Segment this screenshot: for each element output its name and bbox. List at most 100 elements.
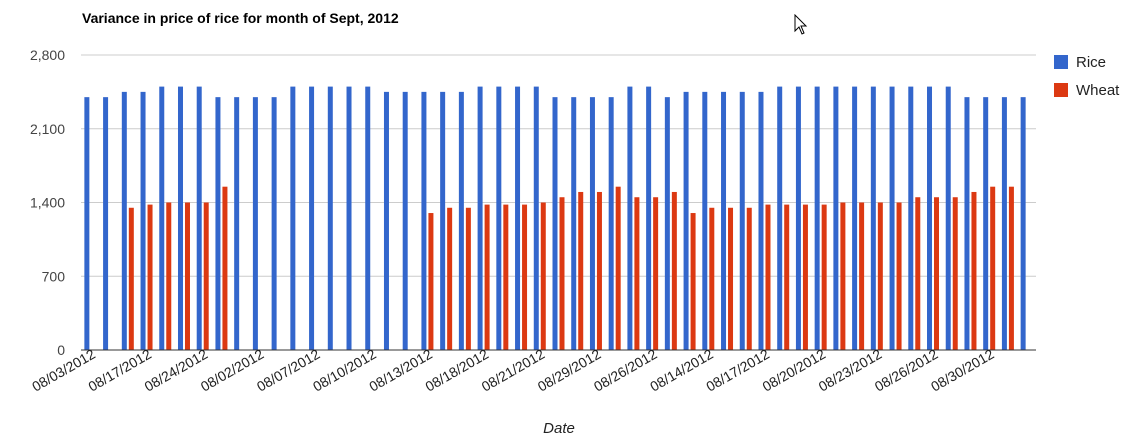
bar-wheat[interactable] (503, 204, 509, 350)
bar-rice[interactable] (421, 91, 427, 350)
bar-wheat[interactable] (915, 197, 921, 350)
bar-wheat[interactable] (203, 202, 209, 351)
bar-rice[interactable] (852, 86, 858, 350)
bar-wheat[interactable] (821, 204, 827, 350)
bar-rice[interactable] (84, 97, 90, 351)
bar-rice[interactable] (402, 91, 408, 350)
bar-wheat[interactable] (222, 186, 228, 350)
bar-wheat[interactable] (709, 207, 715, 350)
bar-rice[interactable] (927, 86, 933, 350)
bar-rice[interactable] (346, 86, 352, 350)
bar-wheat[interactable] (166, 202, 172, 351)
bar-rice[interactable] (964, 97, 970, 351)
bar-rice[interactable] (571, 97, 577, 351)
bar-rice[interactable] (795, 86, 801, 350)
bar-wheat[interactable] (690, 213, 696, 350)
bar-rice[interactable] (683, 91, 689, 350)
bar-rice[interactable] (215, 97, 221, 351)
bar-wheat[interactable] (465, 207, 471, 350)
bar-wheat[interactable] (596, 191, 602, 350)
bar-rice[interactable] (533, 86, 539, 350)
legend-swatch-wheat[interactable] (1054, 83, 1068, 97)
bar-rice[interactable] (196, 86, 202, 350)
bar-wheat[interactable] (559, 197, 565, 350)
bar-rice[interactable] (458, 91, 464, 350)
bar-rice[interactable] (889, 86, 895, 350)
bar-rice[interactable] (552, 97, 558, 351)
bar-wheat[interactable] (802, 204, 808, 350)
x-axis: 08/03/201208/17/201208/24/201208/02/2012… (29, 346, 997, 395)
bar-rice[interactable] (627, 86, 633, 350)
x-tick-label: 08/30/2012 (928, 346, 997, 395)
bar-rice[interactable] (515, 86, 521, 350)
bar-wheat[interactable] (746, 207, 752, 350)
bar-rice[interactable] (103, 97, 109, 351)
bar-rice[interactable] (908, 86, 914, 350)
bar-wheat[interactable] (952, 197, 958, 350)
bar-rice[interactable] (777, 86, 783, 350)
bar-wheat[interactable] (484, 204, 490, 350)
bar-wheat[interactable] (671, 191, 677, 350)
legend-label-rice[interactable]: Rice (1076, 54, 1106, 71)
bar-rice[interactable] (440, 91, 446, 350)
bar-wheat[interactable] (147, 204, 153, 350)
bar-rice[interactable] (870, 86, 876, 350)
legend-label-wheat[interactable]: Wheat (1076, 82, 1120, 99)
bar-rice[interactable] (983, 97, 989, 351)
bar-wheat[interactable] (840, 202, 846, 351)
bar-wheat[interactable] (971, 191, 977, 350)
bar-wheat[interactable] (859, 202, 865, 351)
bar-wheat[interactable] (653, 197, 659, 350)
x-tick-label: 08/29/2012 (535, 346, 604, 395)
bar-rice[interactable] (814, 86, 820, 350)
bar-wheat[interactable] (522, 204, 528, 350)
bar-rice[interactable] (477, 86, 483, 350)
bar-wheat[interactable] (447, 207, 453, 350)
bar-wheat[interactable] (578, 191, 584, 350)
bar-rice[interactable] (327, 86, 333, 350)
bar-rice[interactable] (758, 91, 764, 350)
bar-rice[interactable] (177, 86, 183, 350)
bar-rice[interactable] (496, 86, 502, 350)
bar-rice[interactable] (739, 91, 745, 350)
bar-rice[interactable] (290, 86, 296, 350)
bar-rice[interactable] (365, 86, 371, 350)
legend[interactable]: Rice Wheat (1054, 54, 1120, 99)
bar-rice[interactable] (159, 86, 165, 350)
bar-rice[interactable] (252, 97, 258, 351)
bar-wheat[interactable] (184, 202, 190, 351)
bar-rice[interactable] (945, 86, 951, 350)
bar-wheat[interactable] (934, 197, 940, 350)
bar-rice[interactable] (721, 91, 727, 350)
bar-rice[interactable] (589, 97, 595, 351)
bar-wheat[interactable] (877, 202, 883, 351)
bar-rice[interactable] (1020, 97, 1026, 351)
bar-wheat[interactable] (128, 207, 134, 350)
bar-rice[interactable] (121, 91, 127, 350)
y-tick-label: 2,800 (30, 47, 65, 63)
bar-wheat[interactable] (728, 207, 734, 350)
bar-wheat[interactable] (784, 204, 790, 350)
bar-wheat[interactable] (540, 202, 546, 351)
bar-wheat[interactable] (990, 186, 996, 350)
bar-rice[interactable] (271, 97, 277, 351)
bar-rice[interactable] (646, 86, 652, 350)
bar-rice[interactable] (1001, 97, 1007, 351)
bar-wheat[interactable] (765, 204, 771, 350)
bar-rice[interactable] (140, 91, 146, 350)
legend-swatch-rice[interactable] (1054, 55, 1068, 69)
bar-rice[interactable] (234, 97, 240, 351)
bar-wheat[interactable] (1008, 186, 1014, 350)
bar-rice[interactable] (833, 86, 839, 350)
bar-rice[interactable] (309, 86, 315, 350)
bar-rice[interactable] (383, 91, 389, 350)
bar-rice[interactable] (702, 91, 708, 350)
y-axis: 0 700 1,400 2,100 2,800 (30, 47, 65, 358)
bar-wheat[interactable] (428, 213, 434, 350)
bar-wheat[interactable] (896, 202, 902, 351)
bar-wheat[interactable] (634, 197, 640, 350)
bar-rice[interactable] (608, 97, 614, 351)
bar-wheat[interactable] (615, 186, 621, 350)
bar-rice[interactable] (664, 97, 670, 351)
